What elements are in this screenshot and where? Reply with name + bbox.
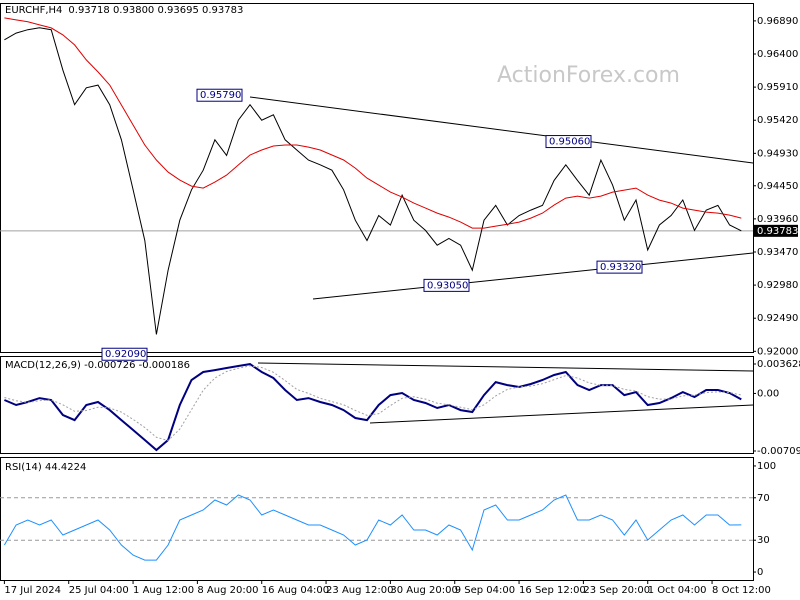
x-tick-label: 9 Sep 04:00	[455, 585, 515, 596]
y-tick-label: 0.96400	[757, 49, 798, 60]
price-label-box	[423, 278, 470, 292]
price-header: EURCHF,H4 0.93718 0.93800 0.93695 0.93783	[5, 5, 243, 16]
price-label-box	[596, 260, 643, 274]
series-line	[4, 17, 742, 229]
price-label: 0.92090	[105, 349, 146, 360]
trend-line	[249, 96, 754, 164]
ohlc: 0.93718 0.93800 0.93695 0.93783	[68, 5, 243, 16]
trend-line	[257, 362, 754, 372]
x-tick-label: 8 Oct 12:00	[712, 585, 771, 596]
last-price-label: 0.93783	[757, 226, 798, 237]
series-line	[4, 363, 742, 452]
y-tick-label: 0.00	[757, 388, 779, 399]
y-tick-label: 0.003628	[757, 359, 800, 370]
y-tick-label: 0.94450	[757, 181, 798, 192]
y-tick-label: 30	[757, 535, 770, 546]
series-line	[4, 365, 742, 442]
x-tick-label: 30 Aug 20:00	[390, 585, 457, 596]
y-tick-label: 0.92980	[757, 280, 798, 291]
y-tick-label: 0.92490	[757, 313, 798, 324]
rsi-panel	[0, 457, 754, 581]
price-label: 0.93050	[427, 280, 468, 291]
y-tick-label: 0.93470	[757, 247, 798, 258]
price-panel	[0, 3, 754, 353]
x-tick-label: 23 Aug 12:00	[326, 585, 393, 596]
y-tick-label: 0.95910	[757, 82, 798, 93]
price-label: 0.95060	[549, 137, 590, 148]
x-tick-label: 16 Aug 04:00	[262, 585, 329, 596]
watermark: ActionForex.com	[497, 63, 680, 88]
price-label-box	[196, 88, 243, 102]
price-label-box	[545, 135, 592, 149]
last-price-box	[754, 224, 798, 237]
y-tick-label: 100	[757, 461, 776, 472]
y-tick-label: -0.007093	[757, 446, 800, 457]
trend-line	[312, 252, 754, 300]
macd-header: MACD(12,26,9) -0.000726 -0.000186	[5, 360, 190, 371]
y-tick-label: 0.92000	[757, 346, 798, 357]
series-line	[3, 494, 742, 561]
x-tick-label: 17 Jul 2024	[4, 585, 61, 596]
x-tick-label: 25 Jul 04:00	[69, 585, 129, 596]
x-tick-label: 8 Aug 20:00	[197, 585, 258, 596]
x-tick-label: 1 Oct 04:00	[648, 585, 707, 596]
y-tick-label: 0	[757, 567, 763, 578]
y-tick-label: 70	[757, 493, 770, 504]
series-line	[4, 27, 742, 335]
x-tick-label: 23 Sep 20:00	[583, 585, 650, 596]
price-label-box	[101, 347, 148, 361]
rsi-header: RSI(14) 44.4224	[5, 462, 86, 473]
x-tick-label: 1 Aug 12:00	[133, 585, 194, 596]
symbol: EURCHF,H4	[5, 5, 62, 16]
y-tick-label: 0.96890	[757, 16, 798, 27]
price-label: 0.95790	[200, 90, 241, 101]
y-tick-label: 0.95420	[757, 115, 798, 126]
y-tick-label: 0.93960	[757, 214, 798, 225]
y-tick-label: 0.94930	[757, 148, 798, 159]
x-tick-label: 16 Sep 12:00	[519, 585, 586, 596]
macd-panel	[0, 356, 754, 454]
price-label: 0.93320	[600, 262, 641, 273]
trend-line	[369, 404, 754, 424]
